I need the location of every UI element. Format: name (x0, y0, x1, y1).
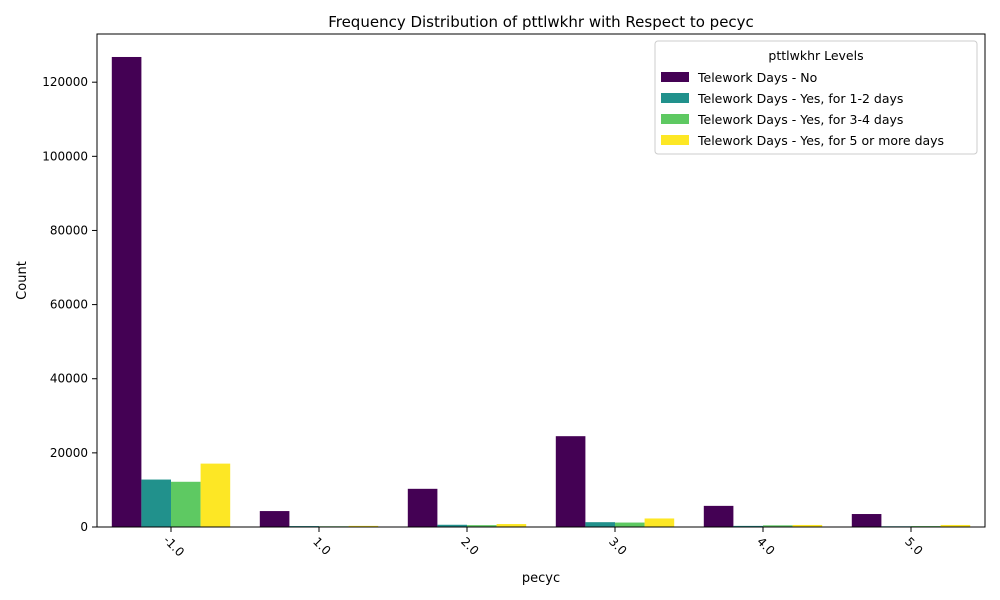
bar-series-3-cat-5 (763, 525, 793, 527)
bar-series-3-cat-4 (615, 522, 645, 527)
x-tick-label: 1.0 (310, 534, 333, 557)
legend-label: Telework Days - Yes, for 3-4 days (697, 112, 903, 127)
x-tick-label: 2.0 (458, 534, 481, 557)
bar-series-2-cat-3 (437, 524, 467, 527)
y-tick-label: 120000 (42, 75, 88, 89)
legend-swatch (661, 135, 689, 145)
bar-series-1-cat-4 (555, 436, 586, 527)
bar-series-3-cat-1 (171, 481, 201, 527)
bar-series-1-cat-5 (703, 505, 734, 527)
x-tick-label: -1.0 (161, 533, 187, 559)
y-tick-label: 40000 (50, 372, 88, 386)
legend-label: Telework Days - No (697, 70, 817, 85)
x-tick-label: 5.0 (902, 534, 925, 557)
bar-series-1-cat-3 (407, 488, 438, 527)
bar-series-1-cat-2 (259, 511, 290, 527)
bar-series-2-cat-1 (141, 479, 171, 527)
bar-series-4-cat-4 (644, 518, 675, 527)
x-axis: -1.0 1.0 2.0 3.0 4.0 5.0 (161, 527, 926, 559)
bars-group (111, 56, 971, 527)
legend-box (654, 40, 978, 155)
bar-series-4-cat-2 (348, 525, 379, 527)
plot-frame (96, 33, 986, 528)
y-tick-label: 80000 (50, 223, 88, 237)
bar-series-4-cat-6 (940, 524, 971, 527)
bar-series-3-cat-3 (467, 525, 497, 527)
bar-series-1-cat-6 (851, 514, 882, 527)
legend-label: Telework Days - Yes, for 5 or more days (697, 133, 944, 148)
legend-title: pttlwkhr Levels (768, 48, 863, 63)
bar-series-2-cat-4 (585, 522, 615, 527)
y-axis: 0 20000 40000 60000 80000 100000 120000 (42, 75, 97, 534)
y-tick-label: 0 (80, 520, 88, 534)
legend: pttlwkhr Levels Telework Days - No Telewo… (654, 40, 978, 155)
legend-swatch (661, 72, 689, 82)
y-tick-label: 100000 (42, 149, 88, 163)
x-tick-label: 3.0 (606, 534, 629, 557)
legend-label: Telework Days - Yes, for 1-2 days (697, 91, 903, 106)
x-tick-label: 4.0 (754, 534, 777, 557)
y-tick-label: 20000 (50, 446, 88, 460)
bar-series-4-cat-3 (496, 524, 527, 527)
bar-series-4-cat-1 (200, 463, 231, 527)
chart-title: Frequency Distribution of pttlwkhr with … (328, 13, 754, 31)
legend-swatch (661, 114, 689, 124)
y-tick-label: 60000 (50, 298, 88, 312)
y-axis-title: Count (15, 261, 30, 300)
bar-series-4-cat-5 (792, 524, 823, 527)
bar-series-2-cat-5 (733, 525, 763, 527)
bar-series-1-cat-1 (111, 56, 142, 527)
x-axis-title: pecyc (522, 571, 560, 586)
legend-swatch (661, 93, 689, 103)
